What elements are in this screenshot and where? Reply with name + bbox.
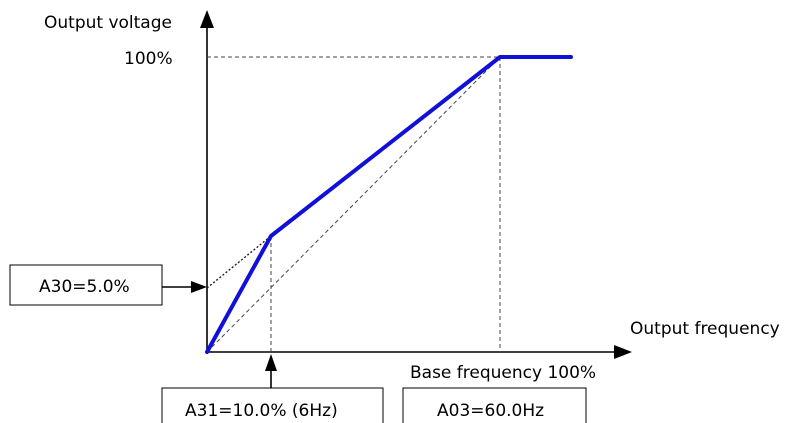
a31-box: [161, 387, 384, 423]
a31-arrow-icon: [265, 354, 277, 371]
y-axis-arrow-icon: [200, 10, 214, 28]
a30-box: [9, 264, 163, 306]
a30-box-label: A30=5.0%: [39, 277, 130, 297]
x-axis-label: Output frequency: [630, 319, 780, 339]
y-tick-100-label: 100%: [124, 49, 173, 69]
a03-box-label: A03=60.0Hz: [437, 401, 544, 421]
linear-reference-line: [206, 56, 501, 353]
a30-arrow-icon: [191, 281, 207, 293]
vf-curve-line: [205, 55, 573, 354]
x-axis-arrow-icon: [614, 345, 632, 359]
x-tick-base-label: Base frequency 100%: [410, 363, 596, 383]
a31-box-label: A31=10.0% (6Hz): [185, 401, 338, 421]
y-axis-label: Output voltage: [44, 13, 172, 33]
boost-extension-line: [206, 235, 272, 289]
a03-box: [402, 387, 587, 423]
